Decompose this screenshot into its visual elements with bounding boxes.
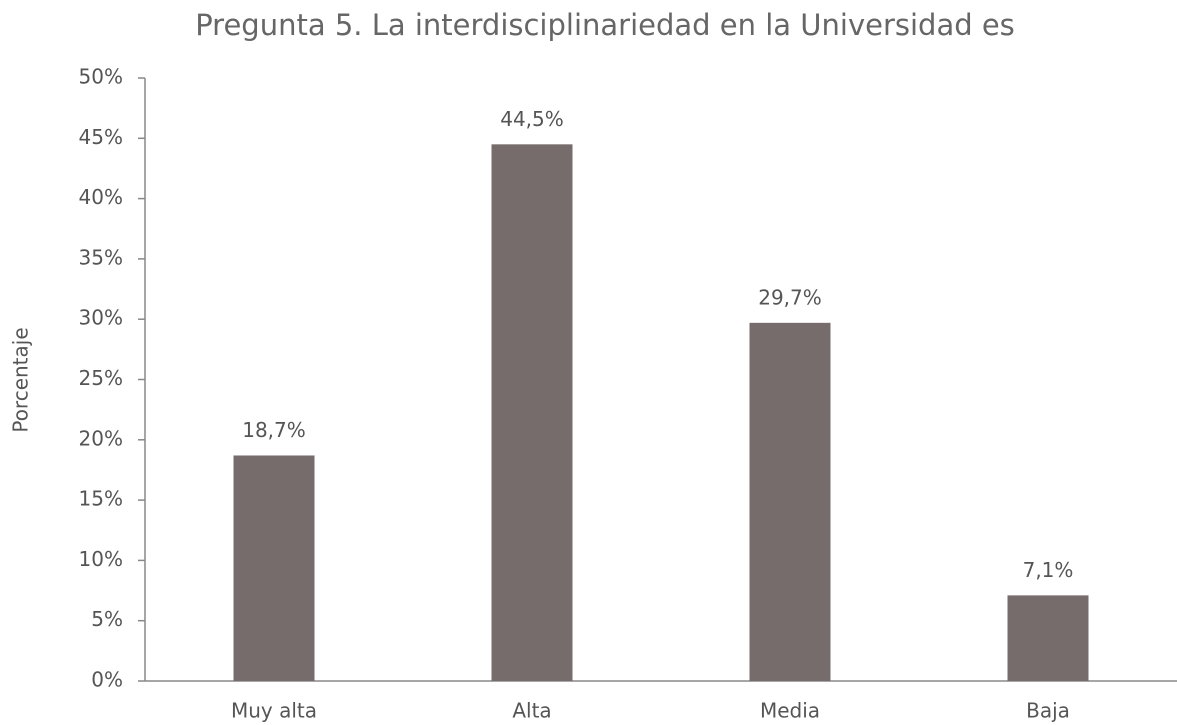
x-tick-label: Baja: [1026, 699, 1070, 723]
y-tick-label: 20%: [79, 426, 123, 450]
value-label: 29,7%: [758, 285, 822, 309]
bar: [491, 144, 573, 681]
bar: [749, 322, 831, 681]
y-axis-label: Porcentaje: [9, 327, 33, 432]
y-tick-label: 40%: [79, 185, 123, 209]
value-label: 44,5%: [500, 107, 564, 131]
y-tick-label: 10%: [79, 547, 123, 571]
y-tick-label: 5%: [91, 607, 123, 631]
value-label: 7,1%: [1023, 558, 1074, 582]
x-tick-label: Muy alta: [231, 699, 317, 723]
y-tick-label: 35%: [79, 245, 123, 269]
y-tick-label: 25%: [79, 366, 123, 390]
y-tick-label: 30%: [79, 306, 123, 330]
y-tick-label: 0%: [91, 668, 123, 692]
value-label: 18,7%: [242, 418, 306, 442]
y-tick-label: 15%: [79, 487, 123, 511]
x-tick-label: Media: [760, 699, 820, 723]
bar: [233, 455, 315, 681]
bar: [1007, 595, 1089, 681]
x-tick-label: Alta: [512, 699, 551, 723]
y-tick-label: 45%: [79, 125, 123, 149]
chart-title: Pregunta 5. La interdisciplinariedad en …: [195, 8, 1015, 42]
y-tick-label: 50%: [79, 65, 123, 89]
